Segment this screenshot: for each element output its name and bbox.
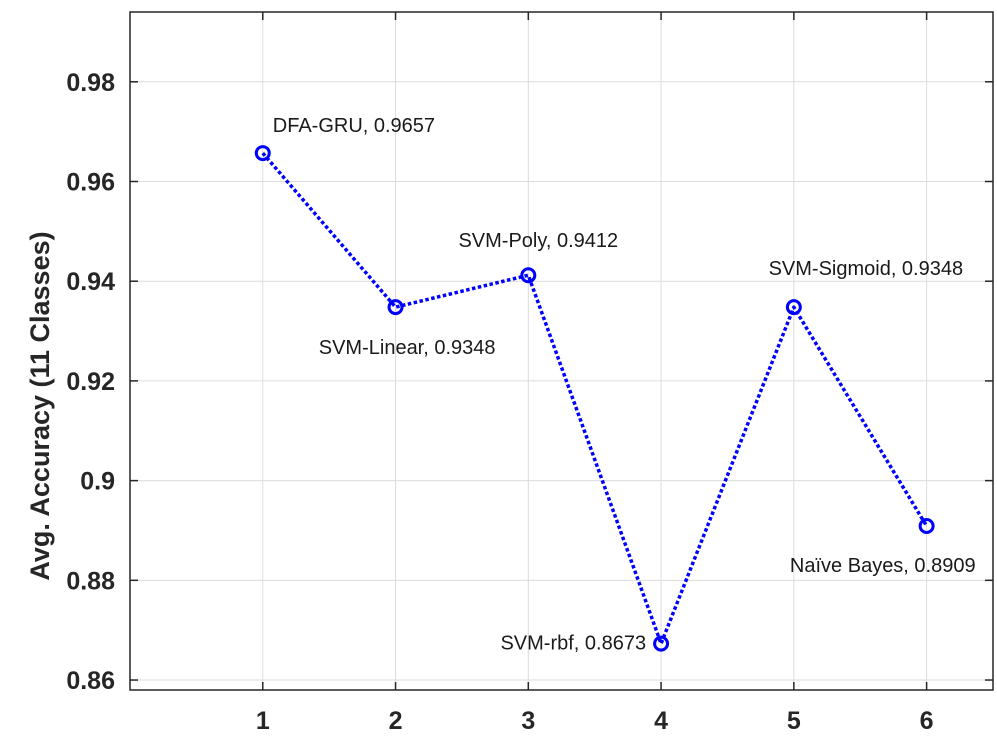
data-label: Naïve Bayes, 0.8909 [790, 555, 976, 577]
grid [130, 12, 993, 690]
y-axis-tick-labels: 0.86 0.88 0.9 0.92 0.94 0.96 0.98 [66, 69, 115, 695]
data-point-marker [785, 299, 802, 316]
y-tick-label: 0.94 [66, 268, 115, 296]
data-point-marker [520, 267, 537, 284]
data-point-marker [918, 517, 935, 534]
axis-ticks [130, 12, 993, 690]
y-axis-label: Avg. Accuracy (11 Classes) [25, 231, 55, 580]
data-label: DFA-GRU, 0.9657 [273, 115, 435, 137]
data-label: SVM-Poly, 0.9412 [458, 230, 618, 252]
x-tick-label: 5 [787, 707, 801, 735]
data-label: SVM-Linear, 0.9348 [319, 337, 496, 359]
data-point-marker [254, 145, 271, 162]
series-line [261, 151, 929, 646]
plot-area-frame [129, 11, 994, 691]
x-axis-tick-labels: 1 2 3 4 5 6 [256, 707, 934, 735]
x-tick-label: 1 [256, 707, 270, 735]
x-tick-label: 2 [389, 707, 403, 735]
y-tick-label: 0.9 [80, 468, 115, 496]
data-label: SVM-rbf, 0.8673 [500, 633, 646, 655]
x-tick-label: 6 [920, 707, 934, 735]
y-tick-label: 0.98 [66, 69, 115, 97]
y-tick-label: 0.88 [66, 567, 115, 595]
data-label: SVM-Sigmoid, 0.9348 [769, 258, 964, 280]
x-tick-label: 4 [654, 707, 668, 735]
y-tick-label: 0.96 [66, 169, 115, 197]
data-point-marker [387, 299, 404, 316]
y-tick-label: 0.92 [66, 368, 115, 396]
data-annotations: DFA-GRU, 0.9657 SVM-Linear, 0.9348 SVM-Pol… [273, 115, 976, 655]
x-tick-label: 3 [521, 707, 535, 735]
data-series [254, 145, 935, 652]
data-point-marker [653, 635, 670, 652]
y-tick-label: 0.86 [66, 667, 115, 695]
